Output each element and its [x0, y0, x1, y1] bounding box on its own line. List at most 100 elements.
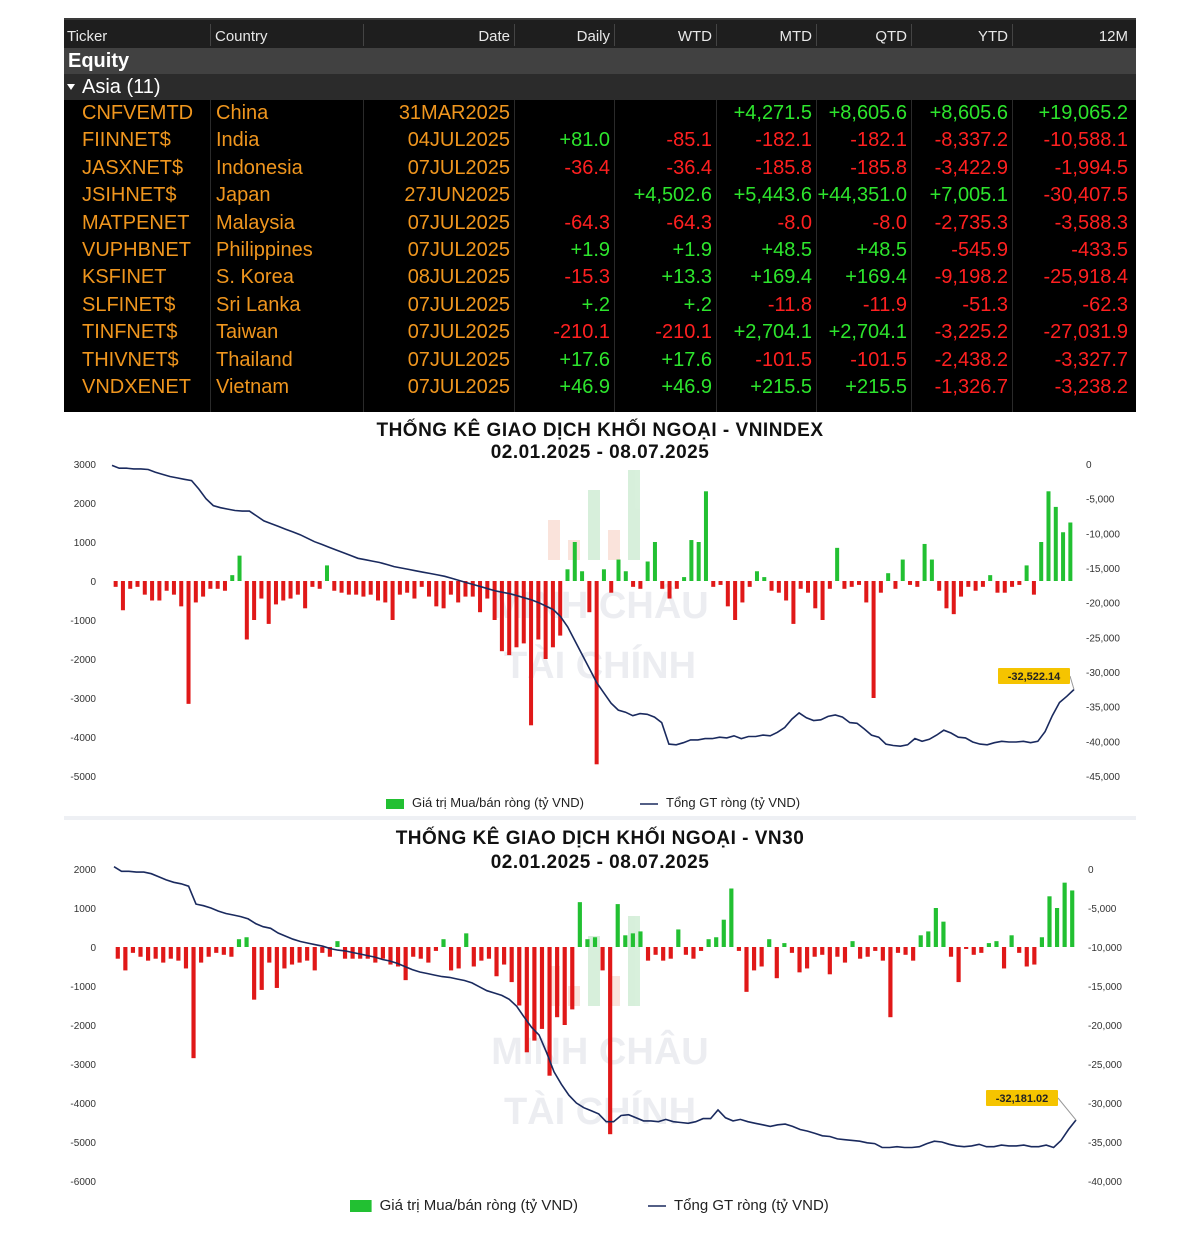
- cell-qtd: +44,351.0: [817, 184, 907, 207]
- bar: [820, 947, 825, 955]
- bar: [120, 581, 125, 611]
- bar: [696, 542, 701, 581]
- watermark-line1: MINH CHÂU: [491, 583, 708, 627]
- table-row[interactable]: VNDXENET Vietnam 07JUL2025 +46.9 +46.9 +215.5…: [64, 374, 1136, 401]
- table-row[interactable]: VUPHBNET Philippines 07JUL2025 +1.9 +1.9 +48.…: [64, 237, 1136, 264]
- table-row[interactable]: TINFNET$ Taiwan 07JUL2025 -210.1 -210.1 +2,70…: [64, 319, 1136, 346]
- bar: [900, 559, 905, 581]
- header-mtd[interactable]: MTD: [779, 28, 813, 45]
- bar: [397, 581, 402, 595]
- cell-wtd: +1.9: [672, 239, 712, 261]
- bar: [146, 947, 151, 961]
- bar: [507, 581, 512, 656]
- bar: [157, 581, 162, 601]
- end-value-label: -32,181.02: [996, 1093, 1049, 1105]
- cell-ytd: +7,005.1: [929, 184, 1008, 207]
- table-row[interactable]: KSFINET S. Korea 08JUL2025 -15.3 +13.3 +169.4…: [64, 264, 1136, 291]
- header-date[interactable]: Date: [478, 28, 510, 45]
- y-left-tick-label: 1000: [74, 904, 97, 915]
- header-ytd[interactable]: YTD: [978, 28, 1008, 45]
- header-country[interactable]: Country: [215, 28, 268, 45]
- cell-ticker: KSFINET: [82, 266, 167, 289]
- bar: [911, 947, 916, 961]
- bar: [631, 581, 636, 587]
- bar: [1062, 882, 1067, 947]
- y-right-tick-label: -20,000: [1088, 1021, 1122, 1032]
- bar: [562, 947, 567, 1025]
- cell-mtd: -182.1: [755, 129, 812, 152]
- bar: [312, 947, 317, 971]
- bar: [252, 947, 257, 1000]
- table-row[interactable]: JASXNET$ Indonesia 07JUL2025 -36.4 -36.4 -185…: [64, 155, 1136, 182]
- bar: [933, 908, 938, 947]
- bar: [558, 581, 563, 636]
- header-wtd[interactable]: WTD: [677, 28, 712, 45]
- bar: [339, 581, 344, 593]
- collapse-triangle-icon[interactable]: [67, 84, 75, 90]
- table-row[interactable]: MATPENET Malaysia 07JUL2025 -64.3 -64.3 -8.0 -…: [64, 210, 1136, 237]
- header-qtd[interactable]: QTD: [875, 28, 907, 45]
- cell-mtd: +215.5: [750, 376, 812, 398]
- watermark-line2: TÀI CHÍNH: [504, 643, 696, 687]
- table-row[interactable]: SLFINET$ Sri Lanka 07JUL2025 +.2 +.2 -11.8 -11…: [64, 292, 1136, 319]
- bar: [486, 947, 492, 959]
- legend: Giá trị Mua/bán ròng (tỷ VND) Tổng GT ròn…: [350, 1197, 829, 1214]
- bar: [373, 947, 378, 963]
- bar: [691, 947, 696, 959]
- bar: [297, 947, 302, 963]
- table-row[interactable]: FIINNET$ India 04JUL2025 +81.0 -85.1 -182.1 -1…: [64, 127, 1136, 154]
- bar: [539, 947, 545, 1029]
- bar: [926, 931, 931, 947]
- bar: [529, 581, 534, 726]
- cell-date: 07JUL2025: [407, 156, 510, 179]
- y-left-tick-label: 0: [90, 943, 96, 954]
- header-ticker[interactable]: Ticker: [67, 28, 108, 45]
- bar: [168, 947, 173, 959]
- bar: [986, 943, 991, 947]
- cell-ticker: CNFVEMTD: [82, 102, 194, 124]
- bar: [791, 581, 796, 624]
- bar: [403, 947, 408, 981]
- header-separator: [716, 24, 717, 46]
- bar: [164, 581, 169, 591]
- bar: [951, 581, 956, 615]
- cell-country: Sri Lanka: [216, 293, 301, 316]
- bar: [441, 581, 446, 609]
- bar: [782, 943, 787, 947]
- bar: [494, 947, 499, 977]
- chart-title: THỐNG KÊ GIAO DỊCH KHỐI NGOẠI - VN30: [395, 828, 805, 849]
- bar: [570, 947, 575, 1010]
- y-right-tick-label: -45,000: [1086, 772, 1120, 783]
- table-row[interactable]: JSIHNET$ Japan 27JUN2025 +4,502.6 +5,443.6 +4…: [64, 182, 1136, 209]
- header-12m[interactable]: 12M: [1098, 28, 1128, 45]
- bar: [208, 581, 213, 589]
- bar: [674, 581, 679, 589]
- bar: [1039, 542, 1044, 581]
- bar: [660, 581, 665, 589]
- y-right-tick-label: -15,000: [1088, 982, 1122, 993]
- bar: [303, 581, 308, 609]
- cell-country: Vietnam: [216, 376, 290, 398]
- cell-mtd: -8.0: [777, 211, 812, 234]
- bar: [426, 947, 431, 963]
- header-separator: [363, 24, 364, 46]
- watermark-candle: [588, 936, 600, 1006]
- cell-m12: -62.3: [1082, 293, 1128, 316]
- subgroup-row-asia[interactable]: Asia (11): [64, 74, 1136, 100]
- bar: [813, 581, 818, 609]
- bar: [751, 947, 757, 971]
- y-left-tick-label: -5000: [70, 1138, 96, 1149]
- bar: [288, 581, 293, 599]
- cell-ticker: JASXNET$: [82, 156, 184, 179]
- header-daily[interactable]: Daily: [576, 28, 610, 45]
- cell-country: China: [216, 102, 269, 124]
- table-row[interactable]: THIVNET$ Thailand 07JUL2025 +17.6 +17.6 -101.…: [64, 347, 1136, 374]
- bar: [214, 947, 219, 953]
- bar: [346, 581, 351, 595]
- cell-m12: -25,918.4: [1043, 266, 1128, 289]
- table-row[interactable]: CNFVEMTD China 31MAR2025 +4,271.5 +8,605.6 +8…: [64, 100, 1136, 127]
- y-left-tick-label: -2000: [70, 655, 96, 666]
- bar: [206, 947, 211, 957]
- y-right-tick-label: -25,000: [1086, 633, 1120, 644]
- bar: [365, 947, 370, 959]
